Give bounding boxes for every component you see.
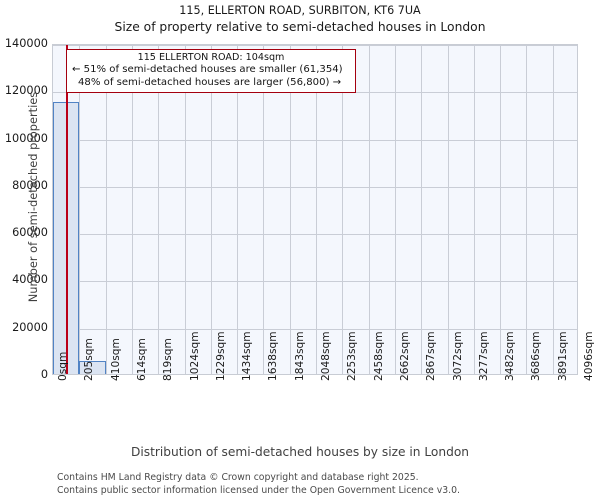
footer-line-1: Contains HM Land Registry data © Crown c…: [57, 472, 419, 483]
footer-line-2: Contains public sector information licen…: [57, 484, 460, 496]
x-axis-tick-label: 3686sqm: [530, 331, 543, 381]
page-title: 115, ELLERTON ROAD, SURBITON, KT6 7UA: [179, 4, 421, 17]
x-axis-tick-label: 1638sqm: [267, 331, 280, 381]
x-axis-tick-label: 3482sqm: [504, 331, 517, 381]
property-marker-line: [66, 45, 68, 374]
x-axis-tick-label: 1843sqm: [293, 331, 306, 381]
x-axis-tick-label: 1434sqm: [241, 331, 254, 381]
gridline-vertical: [105, 45, 107, 374]
x-axis-label: Distribution of semi-detached houses by …: [130, 445, 470, 459]
y-axis-tick-label: 20000: [12, 320, 48, 334]
gridline-vertical: [552, 45, 554, 374]
gridline-horizontal: [53, 281, 577, 283]
page-subtitle: Size of property relative to semi-detach…: [114, 20, 486, 34]
bar: [79, 361, 106, 374]
x-axis-tick-label: 4096sqm: [583, 331, 595, 381]
gridline-vertical: [526, 45, 528, 374]
gridline-horizontal: [53, 234, 577, 236]
gridline-vertical: [184, 45, 186, 374]
gridline-vertical: [237, 45, 239, 374]
x-axis-tick-label: 1229sqm: [214, 331, 227, 381]
y-axis-tick-label: 60000: [12, 226, 48, 240]
gridline-vertical: [500, 45, 502, 374]
gridline-vertical: [79, 45, 81, 374]
plot-area: [52, 44, 578, 375]
gridline-horizontal: [53, 139, 577, 141]
x-axis-tick-label: 2253sqm: [346, 331, 359, 381]
x-axis-tick-label: 0sqm: [57, 351, 69, 381]
x-axis-tick-label: 2458sqm: [372, 331, 385, 381]
x-axis-tick-label: 3072sqm: [451, 331, 464, 381]
y-axis-tick-label: 80000: [12, 178, 48, 192]
x-axis-tick-label: 3891sqm: [556, 331, 569, 381]
annotation-line-2: ← 51% of semi-detached houses are smalle…: [72, 63, 343, 75]
annotation-box: 115 ELLERTON ROAD: 104sqm ← 51% of semi-…: [66, 49, 356, 94]
bar: [53, 102, 80, 374]
x-axis-tick-label: 2867sqm: [425, 331, 438, 381]
x-axis-tick-label: 819sqm: [162, 338, 175, 381]
annotation-line-3: 48% of semi-detached houses are larger (…: [78, 76, 342, 88]
gridline-vertical: [289, 45, 291, 374]
y-axis-tick-label: 100000: [4, 131, 48, 145]
x-axis-tick-label: 205sqm: [83, 338, 96, 381]
gridline-vertical: [316, 45, 317, 374]
gridline-horizontal: [53, 186, 577, 188]
footer-attribution: Contains HM Land Registry data © Crown c…: [57, 472, 460, 497]
x-axis-tick-label: 2048sqm: [320, 331, 332, 381]
y-axis-label: Number of semi-detached properties: [26, 91, 40, 303]
y-axis-tick-label: 40000: [12, 273, 48, 287]
gridline-vertical: [368, 45, 370, 374]
gridline-vertical: [210, 45, 212, 374]
gridline-vertical: [263, 45, 265, 374]
x-axis-tick-label: 3277sqm: [477, 331, 490, 381]
x-axis-tick-label: 614sqm: [135, 338, 148, 381]
gridline-vertical: [158, 45, 160, 374]
gridline-vertical: [473, 45, 475, 374]
annotation-line-1: 115 ELLERTON ROAD: 104sqm: [137, 52, 285, 63]
gridline-horizontal: [53, 328, 577, 330]
x-axis-tick-label: 1024sqm: [188, 331, 201, 381]
y-axis-tick-label: 120000: [4, 84, 48, 98]
gridline-vertical: [131, 45, 133, 374]
gridline-horizontal: [53, 45, 577, 46]
y-axis-tick-label: 0: [40, 368, 48, 381]
y-axis-tick-label: 140000: [4, 37, 48, 50]
x-axis-tick-label: 410sqm: [109, 338, 122, 381]
gridline-vertical: [394, 45, 396, 374]
gridline-vertical: [447, 45, 449, 374]
gridline-vertical: [342, 45, 344, 374]
gridline-vertical: [421, 45, 423, 374]
x-axis-tick-label: 2662sqm: [398, 331, 411, 381]
